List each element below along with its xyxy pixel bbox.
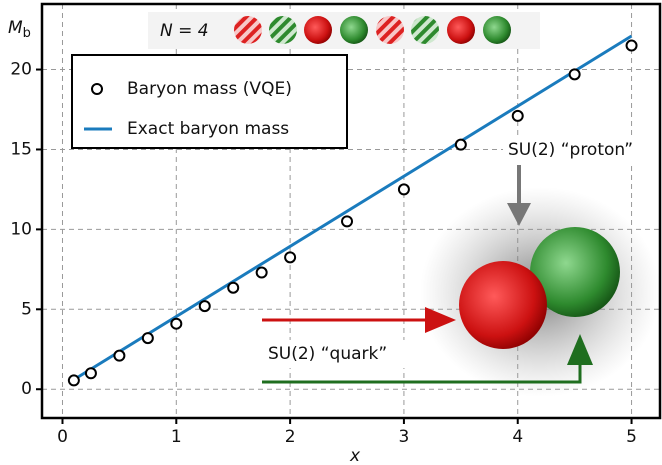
x-axis-label: x xyxy=(349,446,361,465)
legend-marker xyxy=(92,84,102,94)
y-tick-label: 0 xyxy=(21,379,32,399)
x-tick-label: 5 xyxy=(626,427,637,447)
y-tick-label: 5 xyxy=(21,299,32,319)
data-point xyxy=(513,111,523,121)
legend-label: Exact baryon mass xyxy=(127,119,289,139)
data-point xyxy=(285,252,295,262)
data-point xyxy=(342,216,352,226)
data-point xyxy=(570,69,580,79)
legend-label: Baryon mass (VQE) xyxy=(127,79,292,99)
y-tick-label: 10 xyxy=(10,219,32,239)
data-point xyxy=(114,351,124,361)
annotation: SU(2) “quark” xyxy=(268,344,387,364)
data-point xyxy=(228,283,238,293)
data-point xyxy=(86,368,96,378)
y-tick-label: 20 xyxy=(10,60,32,80)
y-axis-label-subscript: b xyxy=(23,26,31,41)
data-point xyxy=(69,375,79,385)
chart: N = 4 SU(2) “proton” SU(2) “quark” x Mb … xyxy=(0,0,662,465)
y-axis-label-main: M xyxy=(8,18,23,38)
x-tick-label: 4 xyxy=(512,427,523,447)
data-point xyxy=(399,184,409,194)
x-tick-label: 1 xyxy=(171,427,182,447)
annotation: N = 4 xyxy=(160,21,209,41)
data-point xyxy=(627,41,637,51)
x-tick-label: 3 xyxy=(399,427,410,447)
y-axis-label: Mb xyxy=(8,18,31,41)
data-point xyxy=(456,140,466,150)
data-point xyxy=(257,268,267,278)
data-point xyxy=(143,333,153,343)
data-point xyxy=(171,319,181,329)
x-tick-label: 0 xyxy=(57,427,68,447)
y-tick-label: 15 xyxy=(10,139,32,159)
x-tick-label: 2 xyxy=(285,427,296,447)
annotation: SU(2) “proton” xyxy=(508,140,633,160)
data-point xyxy=(200,301,210,311)
